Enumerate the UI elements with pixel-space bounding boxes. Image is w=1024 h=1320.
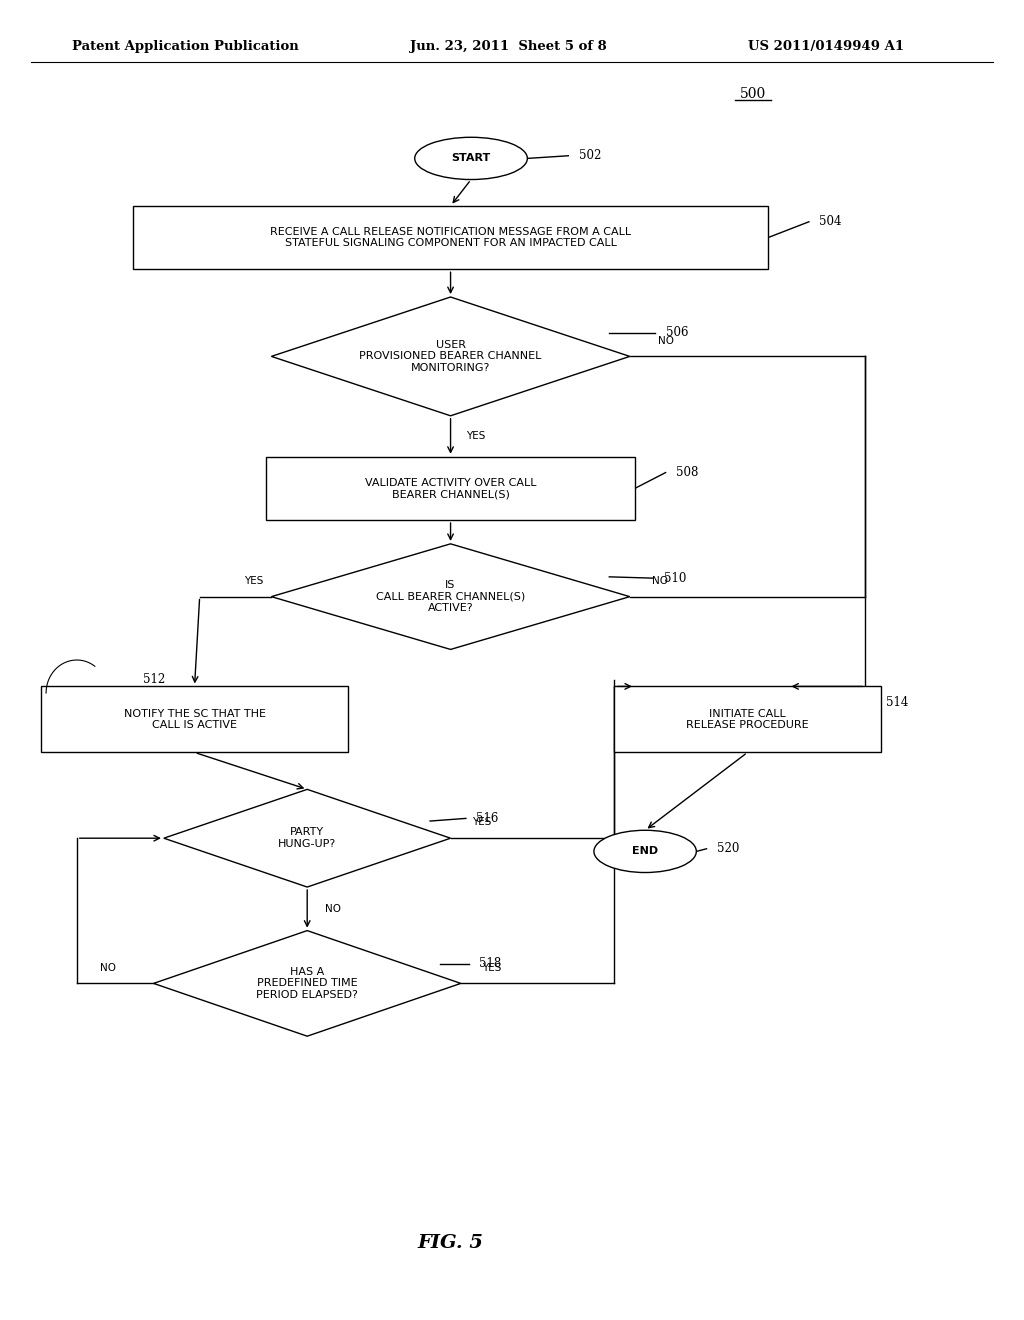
Text: 518: 518 bbox=[479, 957, 502, 970]
FancyBboxPatch shape bbox=[133, 206, 768, 269]
Text: YES: YES bbox=[482, 962, 501, 973]
Text: START: START bbox=[452, 153, 490, 164]
Text: END: END bbox=[632, 846, 658, 857]
Text: 506: 506 bbox=[666, 326, 688, 339]
Text: 500: 500 bbox=[739, 87, 766, 100]
Polygon shape bbox=[271, 544, 630, 649]
Text: FIG. 5: FIG. 5 bbox=[418, 1234, 483, 1253]
Text: 504: 504 bbox=[819, 215, 842, 228]
Text: 508: 508 bbox=[676, 466, 698, 479]
Polygon shape bbox=[154, 931, 461, 1036]
Ellipse shape bbox=[415, 137, 527, 180]
FancyBboxPatch shape bbox=[41, 686, 348, 752]
Text: 512: 512 bbox=[143, 673, 166, 686]
Text: NOTIFY THE SC THAT THE
CALL IS ACTIVE: NOTIFY THE SC THAT THE CALL IS ACTIVE bbox=[124, 709, 265, 730]
Text: YES: YES bbox=[467, 432, 485, 441]
Ellipse shape bbox=[594, 830, 696, 873]
Text: VALIDATE ACTIVITY OVER CALL
BEARER CHANNEL(S): VALIDATE ACTIVITY OVER CALL BEARER CHANN… bbox=[365, 478, 537, 499]
Text: 510: 510 bbox=[664, 572, 686, 585]
FancyBboxPatch shape bbox=[614, 686, 881, 752]
Polygon shape bbox=[164, 789, 451, 887]
Text: NO: NO bbox=[657, 335, 674, 346]
Text: RECEIVE A CALL RELEASE NOTIFICATION MESSAGE FROM A CALL
STATEFUL SIGNALING COMPO: RECEIVE A CALL RELEASE NOTIFICATION MESS… bbox=[270, 227, 631, 248]
Text: YES: YES bbox=[472, 817, 490, 828]
Text: 502: 502 bbox=[579, 149, 601, 162]
Text: IS
CALL BEARER CHANNEL(S)
ACTIVE?: IS CALL BEARER CHANNEL(S) ACTIVE? bbox=[376, 579, 525, 614]
Text: 516: 516 bbox=[476, 812, 499, 825]
Polygon shape bbox=[271, 297, 630, 416]
FancyBboxPatch shape bbox=[266, 457, 635, 520]
Text: INITIATE CALL
RELEASE PROCEDURE: INITIATE CALL RELEASE PROCEDURE bbox=[686, 709, 809, 730]
Text: Jun. 23, 2011  Sheet 5 of 8: Jun. 23, 2011 Sheet 5 of 8 bbox=[410, 40, 606, 53]
Text: USER
PROVISIONED BEARER CHANNEL
MONITORING?: USER PROVISIONED BEARER CHANNEL MONITORI… bbox=[359, 339, 542, 374]
Text: PARTY
HUNG-UP?: PARTY HUNG-UP? bbox=[279, 828, 336, 849]
Text: NO: NO bbox=[652, 576, 669, 586]
Text: 514: 514 bbox=[886, 696, 908, 709]
Text: NO: NO bbox=[99, 962, 116, 973]
Text: 520: 520 bbox=[717, 842, 739, 855]
Text: NO: NO bbox=[325, 904, 341, 913]
Text: HAS A
PREDEFINED TIME
PERIOD ELAPSED?: HAS A PREDEFINED TIME PERIOD ELAPSED? bbox=[256, 966, 358, 1001]
Text: US 2011/0149949 A1: US 2011/0149949 A1 bbox=[748, 40, 903, 53]
Text: YES: YES bbox=[244, 576, 263, 586]
Text: Patent Application Publication: Patent Application Publication bbox=[72, 40, 298, 53]
